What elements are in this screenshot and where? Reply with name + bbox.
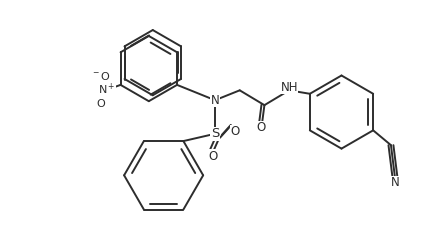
Text: N: N	[391, 176, 399, 189]
Text: NH: NH	[281, 81, 298, 94]
Text: O: O	[230, 125, 239, 138]
Text: S: S	[211, 127, 219, 140]
Text: N$^+$: N$^+$	[98, 82, 116, 98]
Text: O: O	[97, 99, 105, 109]
Text: $^-$O: $^-$O	[91, 70, 111, 82]
Text: O: O	[208, 150, 218, 163]
Text: O: O	[257, 121, 266, 134]
Text: N: N	[210, 94, 220, 107]
